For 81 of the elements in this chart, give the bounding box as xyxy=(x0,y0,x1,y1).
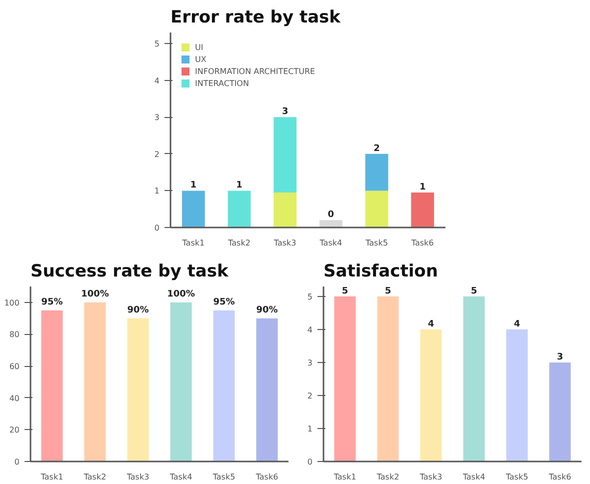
bar xyxy=(84,302,106,462)
bar xyxy=(170,302,192,462)
bar xyxy=(127,318,149,462)
x-tick-label: Task4 xyxy=(462,472,486,482)
total-label: 1 xyxy=(236,180,242,191)
x-tick-label: Task1 xyxy=(40,472,64,482)
total-label: 1 xyxy=(190,180,197,191)
x-tick-label: Task6 xyxy=(410,238,434,248)
bar xyxy=(463,296,485,462)
y-tick-label: 5 xyxy=(154,40,160,49)
bar xyxy=(41,310,63,462)
bar xyxy=(377,296,399,462)
x-tick-label: Task2 xyxy=(227,238,250,248)
data-label: 100% xyxy=(167,289,195,300)
bar xyxy=(274,192,297,228)
legend-label: INFORMATION ARCHITECTURE xyxy=(195,66,316,76)
x-tick-label: Task4 xyxy=(168,472,192,482)
bar xyxy=(319,220,342,228)
x-tick-label: Task5 xyxy=(504,472,528,482)
y-tick-label: 5 xyxy=(307,292,313,302)
y-tick-label: 1 xyxy=(307,424,313,434)
y-tick-label: 100 xyxy=(4,298,20,308)
bar xyxy=(420,329,442,462)
data-label: 3 xyxy=(556,352,564,362)
data-label: 95% xyxy=(213,297,235,308)
x-tick-label: Task1 xyxy=(181,238,205,248)
y-tick-label: 1 xyxy=(154,186,160,196)
y-tick-label: 0 xyxy=(154,224,160,232)
y-tick-label: 0 xyxy=(307,458,313,466)
y-tick-label: 20 xyxy=(9,426,20,435)
bar xyxy=(549,362,571,462)
chart-title: Error rate by task xyxy=(170,8,342,28)
data-label: 4 xyxy=(428,319,434,330)
x-tick-label: Task5 xyxy=(212,472,236,482)
x-tick-label: Task2 xyxy=(376,472,400,482)
bar xyxy=(506,329,528,462)
y-tick-label: 80 xyxy=(9,330,20,340)
data-label: 90% xyxy=(127,305,149,316)
bar xyxy=(365,154,388,191)
y-tick-label: 3 xyxy=(307,358,313,368)
chart-title: Satisfaction xyxy=(324,262,438,282)
bar xyxy=(182,190,205,228)
data-label: 5 xyxy=(384,286,392,296)
y-tick-label: 3 xyxy=(154,113,160,122)
total-label: 0 xyxy=(328,210,334,220)
x-tick-label: Task3 xyxy=(126,472,150,482)
data-label: 5 xyxy=(470,286,478,296)
bar xyxy=(228,190,251,228)
x-tick-label: Task3 xyxy=(272,238,296,248)
legend-label: UX xyxy=(195,54,208,64)
y-tick-label: 60 xyxy=(9,362,20,372)
data-label: 100% xyxy=(81,289,109,300)
x-tick-label: Task5 xyxy=(364,238,388,248)
legend-label: INTERACTION xyxy=(195,78,249,88)
bar xyxy=(256,318,278,462)
x-tick-label: Task2 xyxy=(82,472,106,482)
bar xyxy=(274,117,297,193)
x-tick-label: Task6 xyxy=(548,472,572,482)
data-label: 4 xyxy=(514,319,520,330)
data-label: 90% xyxy=(256,305,278,316)
y-tick-label: 2 xyxy=(307,391,313,400)
y-tick-label: 4 xyxy=(154,76,160,86)
bar xyxy=(365,190,388,228)
y-tick-label: 40 xyxy=(9,394,20,403)
chart-title: Success rate by task xyxy=(30,262,229,282)
bar xyxy=(411,192,434,228)
data-label: 5 xyxy=(342,286,348,296)
x-tick-label: Task3 xyxy=(418,472,442,482)
y-tick-label: 4 xyxy=(307,325,313,334)
legend-label: UI xyxy=(195,42,204,52)
total-label: 1 xyxy=(419,182,426,193)
x-tick-label: Task4 xyxy=(318,238,342,248)
total-label: 3 xyxy=(282,107,288,118)
data-label: 95% xyxy=(41,297,63,308)
x-tick-label: Task1 xyxy=(332,472,356,482)
x-tick-label: Task6 xyxy=(254,472,278,482)
y-tick-label: 0 xyxy=(14,458,20,466)
bar xyxy=(213,310,235,462)
y-tick-label: 2 xyxy=(154,150,160,159)
bar xyxy=(334,296,356,462)
total-label: 2 xyxy=(374,144,380,154)
